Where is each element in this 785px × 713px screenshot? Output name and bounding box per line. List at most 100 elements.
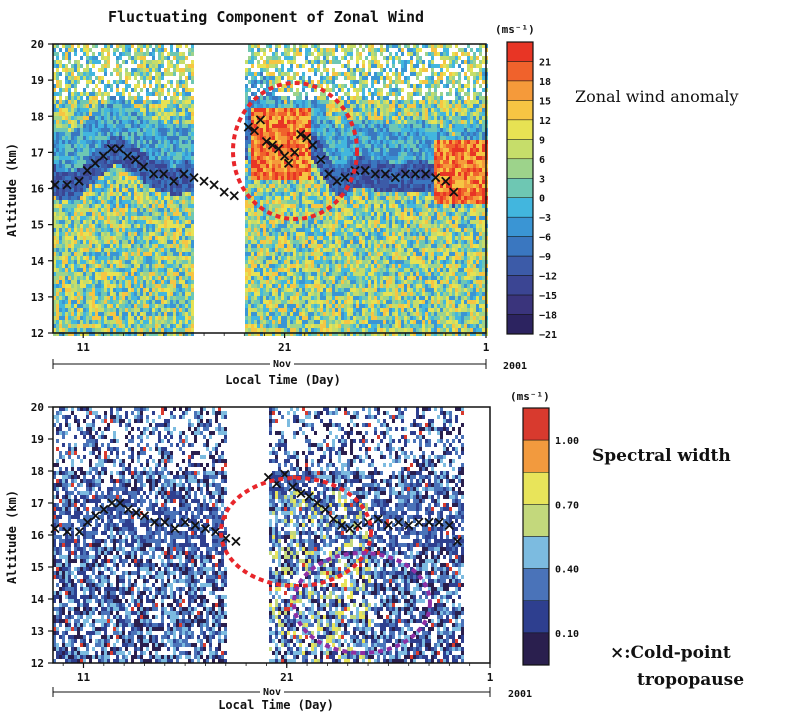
top-heat-cell	[119, 320, 122, 324]
top-heat-cell	[68, 68, 71, 72]
top-heat-cell	[185, 280, 188, 284]
top-heat-cell	[98, 204, 101, 208]
top-heat-cell	[122, 168, 125, 172]
top-heat-cell	[86, 140, 89, 144]
top-heat-cell	[245, 60, 248, 64]
top-heat-cell	[257, 140, 260, 144]
top-heat-cell	[275, 164, 278, 168]
top-heat-cell	[119, 172, 122, 176]
top-heat-cell	[131, 72, 134, 76]
top-heat-cell	[140, 124, 143, 128]
top-heat-cell	[320, 48, 323, 52]
top-heat-cell	[182, 200, 185, 204]
top-heat-cell	[191, 96, 194, 100]
top-heat-cell	[137, 184, 140, 188]
top-heat-cell	[71, 212, 74, 216]
top-heat-cell	[317, 56, 320, 60]
top-heat-cell	[275, 180, 278, 184]
top-heat-cell	[281, 160, 284, 164]
top-heat-cell	[161, 60, 164, 64]
top-heat-cell	[251, 260, 254, 264]
top-heat-cell	[119, 292, 122, 296]
top-heat-cell	[317, 108, 320, 112]
top-heat-cell	[281, 164, 284, 168]
top-heat-cell	[269, 188, 272, 192]
top-heat-cell	[257, 152, 260, 156]
top-heat-cell	[263, 280, 266, 284]
top-heat-cell	[173, 168, 176, 172]
top-heat-cell	[131, 212, 134, 216]
top-heat-cell	[188, 312, 191, 316]
top-heat-cell	[320, 96, 323, 100]
top-heat-cell	[125, 216, 128, 220]
top-heat-cell	[290, 188, 293, 192]
top-heat-cell	[125, 280, 128, 284]
top-heat-cell	[170, 280, 173, 284]
top-heat-cell	[266, 296, 269, 300]
top-heat-cell	[302, 232, 305, 236]
top-heat-cell	[188, 184, 191, 188]
top-heat-cell	[140, 268, 143, 272]
top-heat-cell	[275, 236, 278, 240]
top-heat-cell	[179, 208, 182, 212]
top-heat-cell	[152, 328, 155, 332]
top-heat-cell	[164, 328, 167, 332]
top-heat-cell	[317, 128, 320, 132]
top-heat-cell	[317, 188, 320, 192]
top-heat-cell	[122, 192, 125, 196]
top-heat-cell	[107, 264, 110, 268]
top-heat-cell	[275, 288, 278, 292]
top-heat-cell	[290, 124, 293, 128]
top-heat-cell	[71, 180, 74, 184]
top-heat-cell	[173, 192, 176, 196]
top-heat-cell	[74, 88, 77, 92]
top-heat-cell	[272, 168, 275, 172]
top-heat-cell	[110, 120, 113, 124]
top-heat-cell	[185, 136, 188, 140]
top-heat-cell	[161, 244, 164, 248]
top-heat-cell	[245, 180, 248, 184]
top-heat-cell	[92, 208, 95, 212]
top-heat-cell	[260, 188, 263, 192]
top-heat-cell	[140, 96, 143, 100]
top-heat-cell	[275, 56, 278, 60]
top-heat-cell	[131, 304, 134, 308]
top-heat-cell	[176, 260, 179, 264]
top-heat-cell	[158, 120, 161, 124]
top-heat-cell	[62, 176, 65, 180]
top-heat-cell	[113, 300, 116, 304]
top-heat-cell	[161, 56, 164, 60]
top-heat-cell	[290, 288, 293, 292]
top-heat-cell	[131, 240, 134, 244]
top-heat-cell	[293, 212, 296, 216]
top-heat-cell	[125, 160, 128, 164]
top-heat-cell	[149, 92, 152, 96]
top-heat-cell	[257, 136, 260, 140]
top-heat-cell	[290, 292, 293, 296]
top-heat-cell	[77, 324, 80, 328]
top-heat-cell	[68, 244, 71, 248]
top-heat-cell	[248, 232, 251, 236]
top-heat-cell	[155, 60, 158, 64]
top-heat-cell	[245, 296, 248, 300]
top-heat-cell	[134, 304, 137, 308]
top-heat-cell	[134, 252, 137, 256]
top-heat-cell	[299, 232, 302, 236]
top-heat-cell	[98, 192, 101, 196]
top-heat-cell	[245, 292, 248, 296]
top-heat-cell	[68, 288, 71, 292]
top-heat-cell	[266, 288, 269, 292]
top-heat-cell	[260, 68, 263, 72]
top-heat-cell	[299, 224, 302, 228]
top-heat-cell	[248, 160, 251, 164]
top-heat-cell	[164, 84, 167, 88]
top-heat-cell	[302, 244, 305, 248]
top-heat-cell	[263, 192, 266, 196]
top-heat-cell	[161, 232, 164, 236]
top-heat-cell	[272, 280, 275, 284]
top-heat-cell	[56, 196, 59, 200]
top-heat-cell	[266, 304, 269, 308]
top-heat-cell	[179, 52, 182, 56]
top-heat-cell	[125, 68, 128, 72]
top-heat-cell	[89, 132, 92, 136]
